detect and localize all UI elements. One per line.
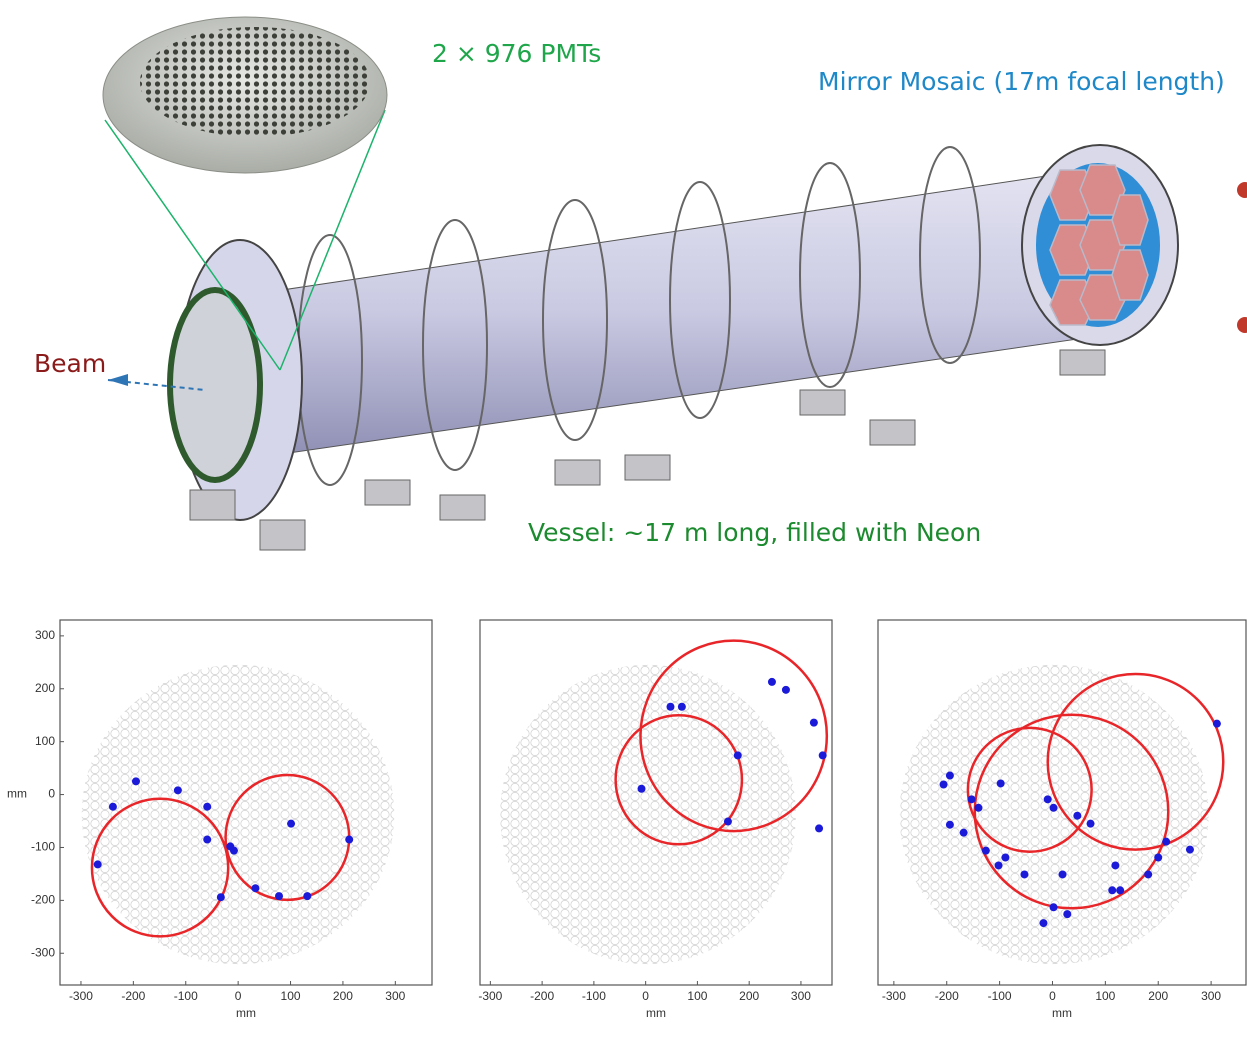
x-tick-label: 0: [235, 989, 242, 1003]
hit-point: [782, 686, 790, 694]
hit-point: [1087, 820, 1095, 828]
hit-point: [217, 893, 225, 901]
beam-label: Beam: [34, 349, 106, 378]
x-tick-label: 200: [1148, 989, 1168, 1003]
y-axis-label: mm: [7, 787, 27, 801]
pmt-label: 2 × 976 PMTs: [432, 39, 601, 68]
hit-point: [734, 751, 742, 759]
hit-point: [982, 847, 990, 855]
pmt-grid: [899, 665, 1208, 964]
hit-point: [1001, 854, 1009, 862]
hit-point: [275, 892, 283, 900]
hit-point: [1059, 870, 1067, 878]
hit-point: [997, 779, 1005, 787]
hit-point: [1039, 919, 1047, 927]
y-tick-label: 200: [35, 681, 55, 695]
hit-point: [1116, 886, 1124, 894]
x-tick-label: 300: [791, 989, 811, 1003]
event-display: -300 -200 -100 0 100 200 300 mm: [878, 620, 1246, 1020]
x-tick-label: -200: [121, 989, 145, 1003]
y-tick-label: 300: [35, 628, 55, 642]
hit-point: [666, 703, 674, 711]
y-tick-label: 0: [48, 787, 55, 801]
hit-point: [345, 836, 353, 844]
hit-point: [724, 818, 732, 826]
hit-point: [303, 892, 311, 900]
hit-point: [1073, 812, 1081, 820]
page: 2 × 976 PMTs Mirror Mosaic (17m focal le…: [0, 0, 1247, 1037]
x-tick-label: 200: [333, 989, 353, 1003]
hit-point: [203, 803, 211, 811]
hit-point: [1154, 854, 1162, 862]
x-tick-label: -200: [530, 989, 554, 1003]
hit-point: [1108, 886, 1116, 894]
slide: 2 × 976 PMTs Mirror Mosaic (17m focal le…: [0, 0, 1247, 1037]
y-tick-label: -100: [31, 840, 55, 854]
hit-point: [230, 847, 238, 855]
x-axis-label: mm: [236, 1006, 256, 1020]
x-tick-label: -100: [582, 989, 606, 1003]
x-tick-label: 100: [281, 989, 301, 1003]
pmt-grid: [500, 665, 796, 964]
y-tick-label: -200: [31, 893, 55, 907]
vessel-label: Vessel: ~17 m long, filled with Neon: [528, 518, 981, 547]
x-tick-label: 0: [1049, 989, 1056, 1003]
hit-point: [819, 751, 827, 759]
hit-point: [1162, 838, 1170, 846]
x-tick-label: 100: [687, 989, 707, 1003]
hit-point: [995, 861, 1003, 869]
pmt-grid: [82, 665, 394, 964]
x-tick-label: -100: [174, 989, 198, 1003]
x-tick-label: 200: [739, 989, 759, 1003]
event-display: -300 -200 -100 0 100 200 300 mm: [478, 620, 832, 1020]
hit-point: [940, 781, 948, 789]
hit-point: [251, 884, 259, 892]
hit-point: [1044, 795, 1052, 803]
x-tick-label: 100: [1095, 989, 1115, 1003]
y-tick-label: -300: [31, 945, 55, 959]
hit-point: [638, 785, 646, 793]
hit-point: [132, 777, 140, 785]
x-axis-label: mm: [646, 1006, 666, 1020]
hit-point: [815, 824, 823, 832]
hit-point: [1186, 846, 1194, 854]
x-tick-label: -300: [478, 989, 502, 1003]
x-tick-label: -100: [988, 989, 1012, 1003]
hit-point: [1020, 870, 1028, 878]
hit-point: [946, 821, 954, 829]
y-tick-label: 100: [35, 734, 55, 748]
hit-point: [1063, 910, 1071, 918]
hit-point: [203, 836, 211, 844]
hit-point: [1144, 870, 1152, 878]
vessel-drawing: [103, 17, 1247, 550]
x-tick-label: 0: [642, 989, 649, 1003]
hit-point: [1213, 720, 1221, 728]
x-tick-label: -300: [882, 989, 906, 1003]
hit-point: [287, 820, 295, 828]
hit-point: [678, 703, 686, 711]
hit-point: [174, 786, 182, 794]
x-tick-label: 300: [385, 989, 405, 1003]
hit-point: [1050, 804, 1058, 812]
hit-point: [94, 860, 102, 868]
hit-point: [946, 772, 954, 780]
event-display: -300 -200 -100 0 100 200 300 -300 -200 -100 0 100 20…: [7, 620, 432, 1020]
mirror-label: Mirror Mosaic (17m focal length): [818, 67, 1225, 96]
x-tick-label: -200: [935, 989, 959, 1003]
hit-point: [768, 678, 776, 686]
hit-point: [109, 803, 117, 811]
hit-point: [1050, 903, 1058, 911]
hit-point: [810, 719, 818, 727]
hit-point: [968, 795, 976, 803]
hit-point: [960, 829, 968, 837]
x-tick-label: -300: [69, 989, 93, 1003]
x-axis-label: mm: [1052, 1006, 1072, 1020]
hit-point: [974, 804, 982, 812]
hit-point: [1111, 861, 1119, 869]
x-tick-label: 300: [1201, 989, 1221, 1003]
